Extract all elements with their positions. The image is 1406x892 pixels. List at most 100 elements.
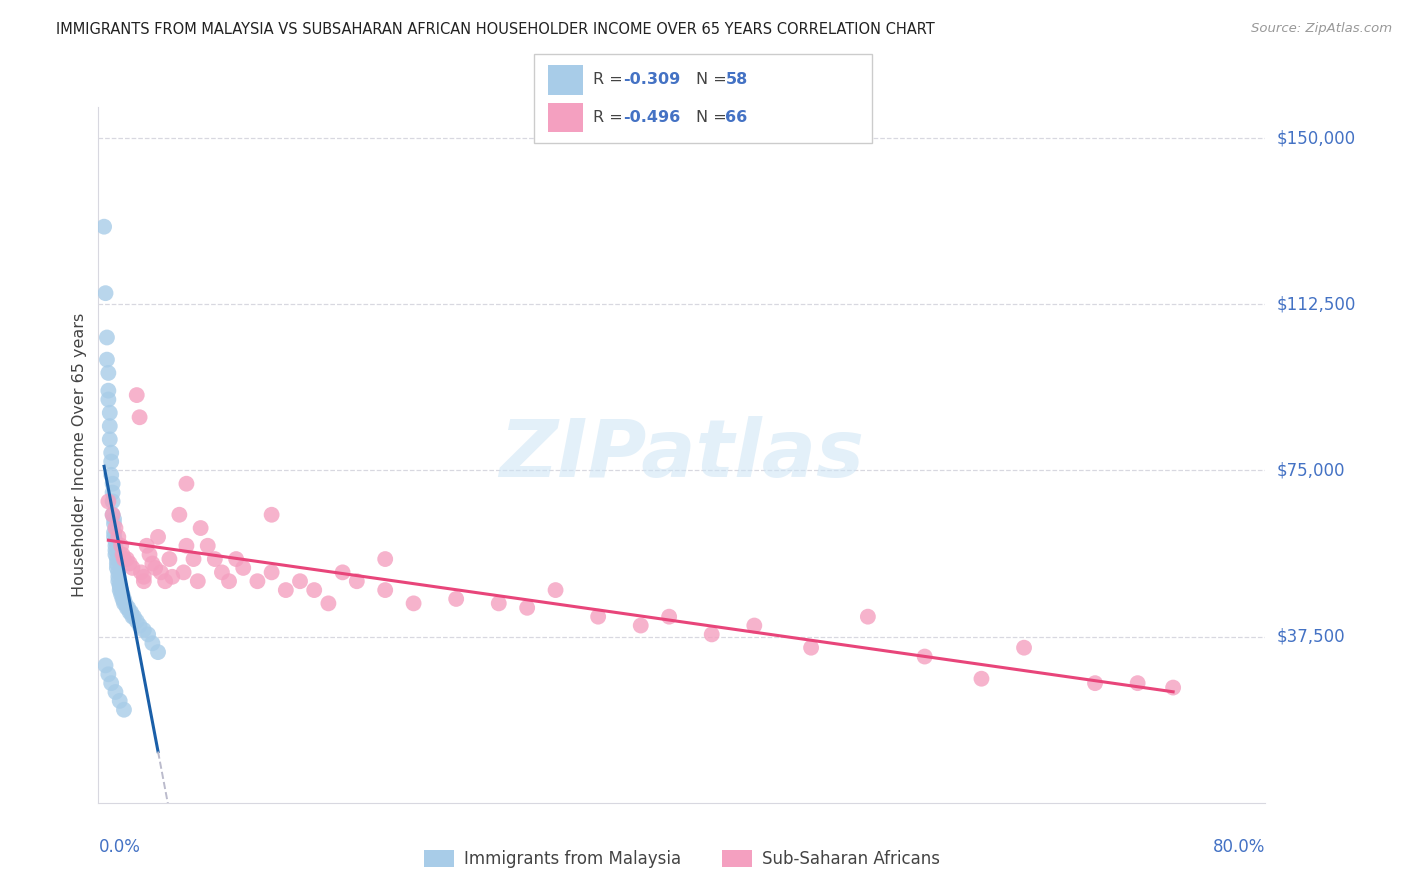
Point	[122, 609, 145, 624]
Point	[288, 574, 311, 589]
Point	[108, 694, 131, 708]
Point	[346, 574, 368, 589]
Point	[100, 446, 122, 460]
Point	[101, 494, 124, 508]
Point	[138, 548, 160, 562]
Point	[187, 574, 209, 589]
Point	[143, 561, 166, 575]
Point	[104, 685, 127, 699]
Point	[103, 516, 125, 531]
Point	[121, 561, 143, 575]
Point	[586, 609, 609, 624]
Point	[176, 476, 198, 491]
Point	[98, 419, 121, 434]
Point	[108, 583, 131, 598]
Text: $75,000: $75,000	[1277, 461, 1346, 479]
Point	[157, 552, 180, 566]
Point	[103, 512, 125, 526]
Text: N =: N =	[696, 72, 733, 87]
Point	[260, 508, 283, 522]
Text: 0.0%: 0.0%	[98, 838, 141, 856]
Point	[914, 649, 936, 664]
Point	[110, 583, 132, 598]
Text: R =: R =	[593, 110, 628, 125]
Point	[110, 587, 132, 601]
Point	[658, 609, 681, 624]
Point	[204, 552, 226, 566]
Point	[700, 627, 723, 641]
Point	[100, 454, 122, 468]
Point	[93, 219, 115, 234]
Point	[107, 566, 129, 580]
Point	[111, 591, 134, 606]
Point	[173, 566, 195, 580]
Point	[103, 530, 125, 544]
Point	[232, 561, 254, 575]
Point	[105, 561, 128, 575]
Point	[115, 552, 138, 566]
Legend: Immigrants from Malaysia, Sub-Saharan Africans: Immigrants from Malaysia, Sub-Saharan Af…	[416, 843, 948, 874]
Point	[132, 623, 155, 637]
Point	[146, 645, 169, 659]
Point	[225, 552, 247, 566]
Point	[183, 552, 205, 566]
Point	[104, 543, 127, 558]
Point	[105, 552, 128, 566]
Point	[800, 640, 823, 655]
Point	[104, 534, 127, 549]
Point	[105, 557, 128, 571]
Point	[112, 703, 135, 717]
Point	[1012, 640, 1035, 655]
Point	[96, 330, 118, 344]
Point	[128, 618, 150, 632]
Text: Source: ZipAtlas.com: Source: ZipAtlas.com	[1251, 22, 1392, 36]
Point	[112, 591, 135, 606]
Point	[302, 583, 325, 598]
Point	[101, 508, 124, 522]
Point	[107, 574, 129, 589]
Text: IMMIGRANTS FROM MALAYSIA VS SUBSAHARAN AFRICAN HOUSEHOLDER INCOME OVER 65 YEARS : IMMIGRANTS FROM MALAYSIA VS SUBSAHARAN A…	[56, 22, 935, 37]
Point	[97, 494, 120, 508]
Point	[112, 596, 135, 610]
Point	[162, 570, 184, 584]
Point	[97, 667, 120, 681]
Point	[318, 596, 340, 610]
Point	[146, 530, 169, 544]
Point	[97, 392, 120, 407]
Text: -0.496: -0.496	[623, 110, 681, 125]
Point	[190, 521, 212, 535]
Point	[111, 548, 134, 562]
Point	[1161, 681, 1184, 695]
Point	[128, 410, 150, 425]
Point	[970, 672, 993, 686]
Point	[136, 627, 159, 641]
Point	[260, 566, 283, 580]
Point	[132, 574, 155, 589]
Text: 58: 58	[725, 72, 748, 87]
Point	[94, 286, 117, 301]
Point	[98, 433, 121, 447]
Text: $112,500: $112,500	[1277, 295, 1355, 313]
Point	[115, 600, 138, 615]
Point	[107, 530, 129, 544]
Point	[97, 384, 120, 398]
Text: ZIPatlas: ZIPatlas	[499, 416, 865, 494]
Point	[125, 388, 148, 402]
Point	[274, 583, 297, 598]
Point	[1126, 676, 1149, 690]
Point	[112, 552, 135, 566]
Point	[101, 476, 124, 491]
Point	[332, 566, 354, 580]
Point	[374, 583, 396, 598]
Point	[98, 406, 121, 420]
Point	[103, 525, 125, 540]
Point	[96, 352, 118, 367]
Point	[108, 579, 131, 593]
Point	[141, 636, 163, 650]
Point	[135, 539, 157, 553]
Text: -0.309: -0.309	[623, 72, 681, 87]
Point	[120, 605, 142, 619]
Point	[169, 508, 191, 522]
Y-axis label: Householder Income Over 65 years: Householder Income Over 65 years	[72, 313, 87, 597]
Point	[488, 596, 510, 610]
